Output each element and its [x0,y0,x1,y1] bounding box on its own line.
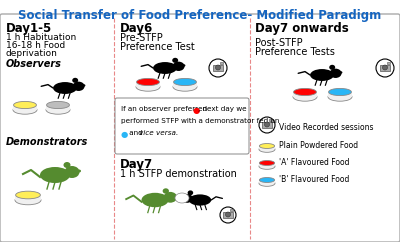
Text: Demonstrators: Demonstrators [6,137,88,147]
Bar [13,105,37,110]
Ellipse shape [188,190,193,195]
Ellipse shape [163,188,169,194]
Ellipse shape [259,180,275,186]
Ellipse shape [73,82,84,91]
Text: deprivation: deprivation [6,49,58,58]
Ellipse shape [329,65,335,70]
Text: Plain Powdered Food: Plain Powdered Food [279,141,358,150]
Ellipse shape [259,163,275,169]
Circle shape [216,65,220,70]
Ellipse shape [259,144,275,149]
Bar [230,209,233,211]
Text: Video Recorded sessions: Video Recorded sessions [279,123,374,132]
Text: Day7 onwards: Day7 onwards [255,22,349,35]
Text: ●: ● [193,106,200,115]
Text: performed STFP with a demonstrator fed on: performed STFP with a demonstrator fed o… [121,118,279,124]
Ellipse shape [173,62,184,71]
Ellipse shape [293,92,317,101]
Ellipse shape [136,82,160,91]
Circle shape [264,122,270,127]
Bar [293,92,317,97]
Circle shape [259,117,275,133]
Ellipse shape [82,84,86,87]
Text: Day7: Day7 [120,158,153,171]
Ellipse shape [14,101,36,109]
Ellipse shape [259,178,275,182]
Ellipse shape [328,92,352,101]
Ellipse shape [294,88,316,96]
Bar [328,92,352,97]
Text: Preference Test: Preference Test [120,42,195,52]
Ellipse shape [13,106,37,114]
Circle shape [209,59,227,77]
Bar [15,195,41,200]
Ellipse shape [64,166,80,178]
Ellipse shape [329,88,352,96]
Bar [136,82,160,87]
Text: Day1-5: Day1-5 [6,22,52,35]
Text: Pre-STFP: Pre-STFP [120,33,163,43]
Ellipse shape [53,82,77,94]
Bar [223,212,233,218]
Ellipse shape [136,78,159,86]
Bar [386,61,390,64]
Ellipse shape [175,195,178,198]
Ellipse shape [173,82,197,91]
Ellipse shape [142,193,168,207]
Text: vice versa.: vice versa. [139,130,178,136]
Text: and: and [127,130,145,136]
Circle shape [382,65,388,70]
Text: ●: ● [121,130,128,139]
Bar [268,119,272,121]
Text: Day6: Day6 [120,22,153,35]
Ellipse shape [40,167,70,183]
Text: 1 h Habituation: 1 h Habituation [6,33,76,42]
Bar [173,82,197,87]
Ellipse shape [46,101,70,109]
Text: Social Transfer of Food Preference- Modified Paradigm: Social Transfer of Food Preference- Modi… [18,9,382,22]
Text: If an observer preferred: If an observer preferred [121,106,209,112]
Bar [213,65,223,70]
Bar [262,121,272,128]
Text: 1 h STFP demonstration: 1 h STFP demonstration [120,169,237,179]
Ellipse shape [181,197,184,199]
Bar [259,180,275,183]
Text: Post-STFP: Post-STFP [255,38,303,48]
Ellipse shape [182,64,185,67]
Text: Preference Tests: Preference Tests [255,47,335,57]
Ellipse shape [15,196,41,205]
Bar [46,105,70,110]
Ellipse shape [46,106,70,114]
Ellipse shape [153,62,177,74]
Circle shape [226,212,230,217]
Ellipse shape [72,78,78,83]
Bar [220,61,223,64]
Text: 16-18 h Food: 16-18 h Food [6,41,65,50]
Circle shape [220,207,236,223]
Circle shape [376,59,394,77]
Ellipse shape [259,160,275,166]
FancyBboxPatch shape [115,98,249,154]
Bar [380,65,390,70]
Ellipse shape [64,162,70,168]
Bar [259,163,275,166]
Text: 'A' Flavoured Food: 'A' Flavoured Food [279,158,350,167]
Ellipse shape [339,71,342,74]
Ellipse shape [174,78,196,86]
Ellipse shape [259,146,275,152]
Text: , next day we: , next day we [198,106,247,112]
Ellipse shape [164,192,177,203]
Ellipse shape [330,69,342,78]
Text: Observers: Observers [6,59,62,69]
Ellipse shape [16,191,40,199]
Ellipse shape [172,58,178,63]
Ellipse shape [175,193,189,203]
Ellipse shape [77,169,81,173]
Ellipse shape [182,194,193,203]
Text: 'B' Flavoured Food: 'B' Flavoured Food [279,175,349,184]
Ellipse shape [310,69,334,81]
Ellipse shape [189,194,211,206]
Bar [259,146,275,149]
